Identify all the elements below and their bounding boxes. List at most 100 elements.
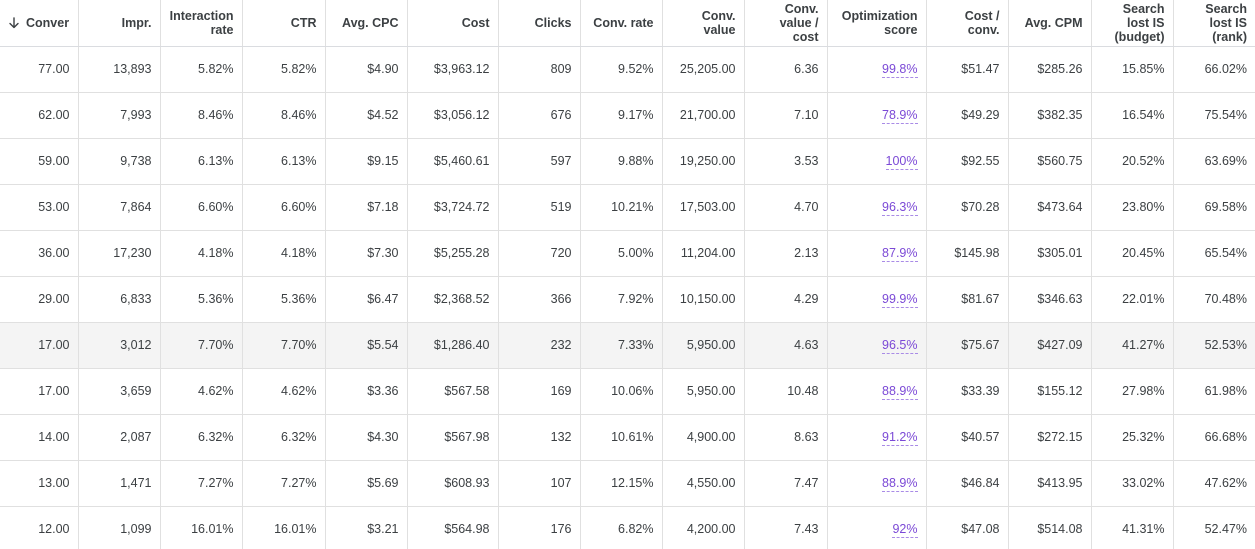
clicks-cell: 720: [498, 230, 581, 277]
optimization-score-link[interactable]: 99.8%: [882, 62, 918, 78]
table-row[interactable]: 53.00 7,864 6.60% 6.60% $7.18 $3,724.72 519 10.…: [0, 184, 1255, 231]
interaction-rate-cell: 6.32%: [160, 414, 243, 461]
column-header-impressions[interactable]: Impr.: [78, 0, 161, 47]
optimization-score-link[interactable]: 92%: [892, 522, 918, 538]
table-row[interactable]: 12.00 1,099 16.01% 16.01% $3.21 $564.98 176 6.8…: [0, 506, 1255, 549]
ctr-cell: 7.70%: [242, 322, 326, 369]
ctr-cell: 6.32%: [242, 414, 326, 461]
column-header-cost-per-conv[interactable]: Cost / conv.: [926, 0, 1009, 47]
column-header-search-lost-is-rank[interactable]: Search lost IS (rank): [1173, 0, 1255, 47]
column-header-conversions[interactable]: Conver: [0, 0, 79, 47]
optimization-score-link[interactable]: 78.9%: [882, 108, 918, 124]
avg-cpm-cell: $473.64: [1008, 184, 1092, 231]
clicks-cell: 597: [498, 138, 581, 185]
cost-cell: $2,368.52: [407, 276, 499, 323]
table-row[interactable]: 59.00 9,738 6.13% 6.13% $9.15 $5,460.61 597 9.8…: [0, 138, 1255, 185]
impressions-cell: 7,864: [78, 184, 161, 231]
conversions-cell: 12.00: [0, 506, 79, 549]
impressions-cell: 6,833: [78, 276, 161, 323]
conv-value-cell: 10,150.00: [662, 276, 745, 323]
optimization-score-cell: 87.9%: [827, 230, 927, 277]
conversions-cell: 36.00: [0, 230, 79, 277]
interaction-rate-cell: 16.01%: [160, 506, 243, 549]
clicks-cell: 676: [498, 92, 581, 139]
table-row[interactable]: 14.00 2,087 6.32% 6.32% $4.30 $567.98 132 10.61…: [0, 414, 1255, 461]
impressions-cell: 1,099: [78, 506, 161, 549]
avg-cpc-cell: $3.21: [325, 506, 408, 549]
optimization-score-link[interactable]: 96.3%: [882, 200, 918, 216]
search-lost-is-budget-cell: 16.54%: [1091, 92, 1174, 139]
conversions-cell: 17.00: [0, 322, 79, 369]
optimization-score-link[interactable]: 91.2%: [882, 430, 918, 446]
column-header-conv-rate[interactable]: Conv. rate: [580, 0, 663, 47]
impressions-cell: 3,012: [78, 322, 161, 369]
optimization-score-link[interactable]: 96.5%: [882, 338, 918, 354]
conversions-cell: 53.00: [0, 184, 79, 231]
avg-cpm-cell: $305.01: [1008, 230, 1092, 277]
clicks-cell: 519: [498, 184, 581, 231]
column-header-conv-value[interactable]: Conv. value: [662, 0, 745, 47]
column-header-label: Cost: [461, 15, 490, 30]
conversions-cell: 17.00: [0, 368, 79, 415]
table-row[interactable]: 17.00 3,012 7.70% 7.70% $5.54 $1,286.40 232 7.3…: [0, 322, 1255, 369]
cost-per-conv-cell: $46.84: [926, 460, 1009, 507]
conv-value-per-cost-cell: 4.70: [744, 184, 828, 231]
conv-rate-cell: 10.61%: [580, 414, 663, 461]
optimization-score-link[interactable]: 88.9%: [882, 476, 918, 492]
optimization-score-link[interactable]: 100%: [885, 154, 918, 170]
table-row[interactable]: 17.00 3,659 4.62% 4.62% $3.36 $567.58 169 10.06…: [0, 368, 1255, 415]
optimization-score-link[interactable]: 87.9%: [882, 246, 918, 262]
column-header-conv-value-per-cost[interactable]: Conv. value / cost: [744, 0, 828, 47]
column-header-label: Conv. value: [701, 8, 736, 37]
search-lost-is-budget-cell: 23.80%: [1091, 184, 1174, 231]
column-header-optimization-score[interactable]: Optimization score: [827, 0, 927, 47]
conv-value-per-cost-cell: 6.36: [744, 46, 828, 93]
table-row[interactable]: 29.00 6,833 5.36% 5.36% $6.47 $2,368.52 366 7.9…: [0, 276, 1255, 323]
search-lost-is-rank-cell: 61.98%: [1173, 368, 1255, 415]
column-header-interaction-rate[interactable]: Interaction rate: [160, 0, 243, 47]
conv-value-cell: 4,900.00: [662, 414, 745, 461]
conversions-cell: 62.00: [0, 92, 79, 139]
ctr-cell: 4.62%: [242, 368, 326, 415]
optimization-score-link[interactable]: 99.9%: [882, 292, 918, 308]
column-header-label: Impr.: [121, 15, 152, 30]
column-header-label: CTR: [290, 15, 317, 30]
search-lost-is-rank-cell: 69.58%: [1173, 184, 1255, 231]
ctr-cell: 7.27%: [242, 460, 326, 507]
column-header-avg-cpc[interactable]: Avg. CPC: [325, 0, 408, 47]
conv-rate-cell: 5.00%: [580, 230, 663, 277]
column-header-clicks[interactable]: Clicks: [498, 0, 581, 47]
conv-value-cell: 25,205.00: [662, 46, 745, 93]
column-header-avg-cpm[interactable]: Avg. CPM: [1008, 0, 1092, 47]
conv-value-per-cost-cell: 8.63: [744, 414, 828, 461]
search-lost-is-budget-cell: 41.27%: [1091, 322, 1174, 369]
conv-value-cell: 17,503.00: [662, 184, 745, 231]
interaction-rate-cell: 6.13%: [160, 138, 243, 185]
column-header-ctr[interactable]: CTR: [242, 0, 326, 47]
optimization-score-cell: 96.5%: [827, 322, 927, 369]
table-row[interactable]: 77.00 13,893 5.82% 5.82% $4.90 $3,963.12 809 9.…: [0, 46, 1255, 93]
column-header-search-lost-is-budget[interactable]: Search lost IS (budget): [1091, 0, 1174, 47]
avg-cpm-cell: $155.12: [1008, 368, 1092, 415]
ctr-cell: 6.13%: [242, 138, 326, 185]
column-header-label: Search lost IS (rank): [1205, 1, 1247, 44]
column-header-cost[interactable]: Cost: [407, 0, 499, 47]
search-lost-is-rank-cell: 70.48%: [1173, 276, 1255, 323]
search-lost-is-rank-cell: 63.69%: [1173, 138, 1255, 185]
cost-per-conv-cell: $40.57: [926, 414, 1009, 461]
table-row[interactable]: 13.00 1,471 7.27% 7.27% $5.69 $608.93 107 12.15…: [0, 460, 1255, 507]
conv-value-cell: 4,200.00: [662, 506, 745, 549]
avg-cpc-cell: $5.54: [325, 322, 408, 369]
interaction-rate-cell: 5.36%: [160, 276, 243, 323]
avg-cpc-cell: $9.15: [325, 138, 408, 185]
clicks-cell: 132: [498, 414, 581, 461]
interaction-rate-cell: 4.18%: [160, 230, 243, 277]
table-row[interactable]: 36.00 17,230 4.18% 4.18% $7.30 $5,255.28 720 5.…: [0, 230, 1255, 277]
table-row[interactable]: 62.00 7,993 8.46% 8.46% $4.52 $3,056.12 676 9.1…: [0, 92, 1255, 139]
optimization-score-link[interactable]: 88.9%: [882, 384, 918, 400]
clicks-cell: 169: [498, 368, 581, 415]
ctr-cell: 6.60%: [242, 184, 326, 231]
column-header-label: Avg. CPM: [1024, 15, 1083, 30]
search-lost-is-rank-cell: 66.02%: [1173, 46, 1255, 93]
avg-cpm-cell: $285.26: [1008, 46, 1092, 93]
